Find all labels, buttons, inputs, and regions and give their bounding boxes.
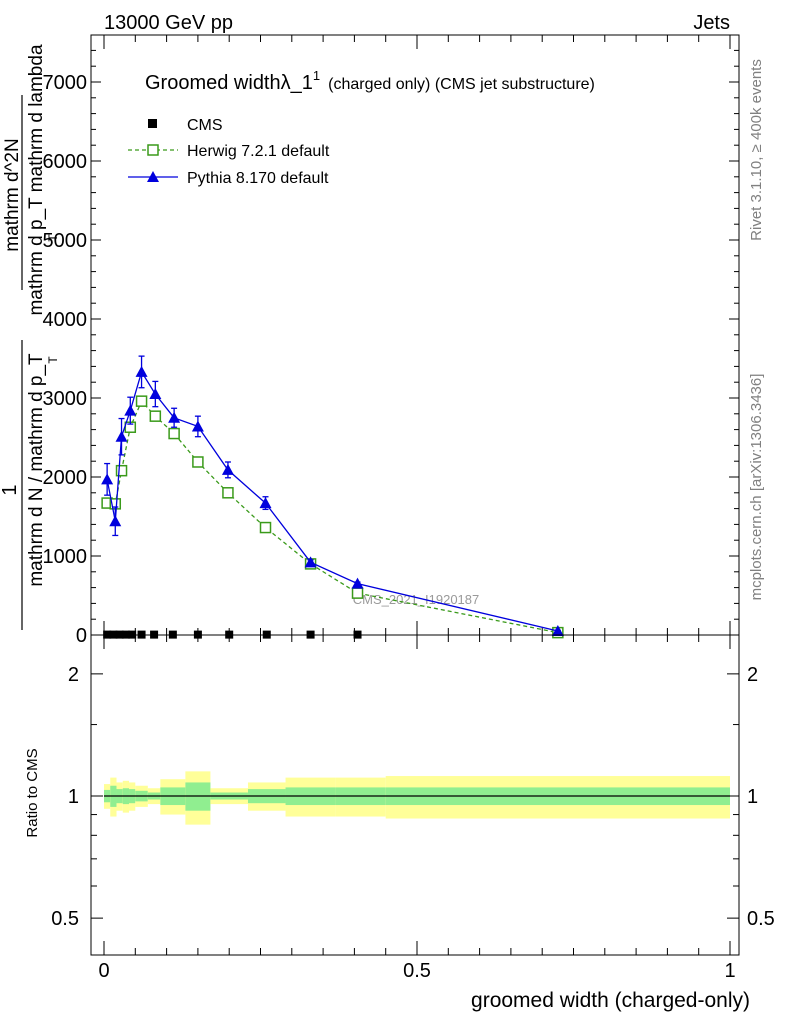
ratio-y-tick-label-right: 1 — [747, 786, 758, 808]
ratio-y-axis-label: Ratio to CMS — [24, 748, 41, 837]
y-tick-label: 0 — [76, 625, 87, 647]
data-point — [168, 411, 181, 423]
header-left-label: 13000 GeV pp — [104, 12, 233, 34]
header-right-label: Jets — [693, 12, 730, 34]
data-point — [191, 420, 204, 432]
y-label-denominator: mathrm d N / mathrm d p_T — [26, 353, 47, 587]
ratio-y-axis: 0.5 0.5 1 1 2 2 — [51, 664, 775, 930]
legend-pythia-marker — [147, 171, 159, 182]
data-point — [101, 473, 114, 485]
chart-title-superscript: 1 — [313, 68, 320, 83]
y-tick-label: 5000 — [43, 230, 88, 252]
y-label-subscript-t: T — [46, 234, 60, 242]
data-point — [115, 430, 128, 442]
data-point — [192, 456, 204, 468]
legend-pythia-label: Pythia 8.170 default — [187, 170, 329, 187]
y-tick-label: 2000 — [43, 467, 88, 489]
data-point — [135, 365, 148, 377]
chart-title-main: Groomed width — [145, 72, 281, 94]
data-point — [168, 427, 180, 440]
series-pythia — [101, 355, 564, 637]
ratio-y-tick-label-right: 2 — [747, 664, 758, 686]
data-point — [149, 410, 162, 422]
watermark: CMS_2021_I1920187 — [353, 592, 480, 607]
legend-cms-label: CMS — [187, 117, 223, 134]
x-axis-label: groomed width (charged-only) — [471, 989, 750, 1012]
ratio-y-tick-label: 0.5 — [51, 908, 79, 930]
data-point — [149, 388, 162, 400]
y-label-fraction-den: mathrm d p_T mathrm d lambda — [26, 44, 47, 315]
chart-title-lambda: λ_1 — [281, 72, 313, 94]
x-tick-label: 0.5 — [403, 960, 431, 982]
y-label-one: 1 — [0, 484, 21, 495]
y-label-subscript-t-2: T — [46, 356, 60, 364]
data-point — [304, 556, 317, 568]
data-point — [221, 463, 234, 475]
y-tick-label: 6000 — [43, 151, 88, 173]
data-point — [259, 521, 272, 534]
y-tick-label: 4000 — [43, 309, 88, 331]
data-point — [115, 464, 128, 477]
legend-cms-marker — [148, 119, 157, 128]
ratio-y-tick-label: 2 — [68, 664, 79, 686]
data-point — [259, 497, 272, 509]
x-tick-label: 0 — [98, 960, 109, 982]
ratio-panel: 0.5 0.5 1 1 2 2 Ratio to CMS — [24, 634, 775, 956]
chart-title-suffix: (charged only) (CMS jet substructure) — [328, 76, 595, 93]
y-tick-label: 1000 — [43, 546, 88, 568]
series-herwig — [101, 395, 564, 639]
chart-title: Groomed widthλ_11 (charged only) (CMS jet… — [145, 68, 595, 94]
y-tick-label: 7000 — [43, 72, 88, 94]
ratio-y-tick-label: 1 — [68, 786, 79, 808]
data-point — [109, 515, 122, 527]
data-point — [124, 404, 137, 416]
x-tick-label: 1 — [724, 960, 735, 982]
main-panel: 0 1000 2000 3000 4000 5000 6000 7000 CMS_2021_I… — [0, 34, 740, 647]
legend: CMS Herwig 7.2.1 default Pythia 8.170 de… — [128, 117, 330, 187]
ratio-y-tick-label-right: 0.5 — [747, 908, 775, 930]
x-axis: 0 0.5 1 — [98, 35, 736, 982]
ratio-bands — [104, 771, 730, 825]
main-y-axis: 0 1000 2000 3000 4000 5000 6000 7000 — [43, 49, 739, 647]
data-point — [222, 487, 234, 499]
y-tick-label: 3000 — [43, 388, 88, 410]
data-point — [551, 625, 564, 637]
rivet-side-label: Rivet 3.1.10, ≥ 400k events — [748, 59, 765, 241]
y-label-fraction-num: mathrm d^2N — [2, 138, 23, 251]
data-point — [351, 587, 364, 599]
series-layer — [101, 355, 564, 639]
legend-herwig-label: Herwig 7.2.1 default — [187, 143, 330, 160]
ratio-plot-frame — [90, 634, 740, 956]
main-y-axis-label: 1 mathrm d N / mathrm d p_T mathrm d^2N … — [0, 44, 60, 630]
data-point — [135, 395, 148, 407]
legend-herwig-marker — [147, 144, 159, 156]
data-point — [351, 577, 364, 589]
mcplots-side-label: mcplots.cern.ch [arXiv:1306.3436] — [748, 374, 765, 601]
